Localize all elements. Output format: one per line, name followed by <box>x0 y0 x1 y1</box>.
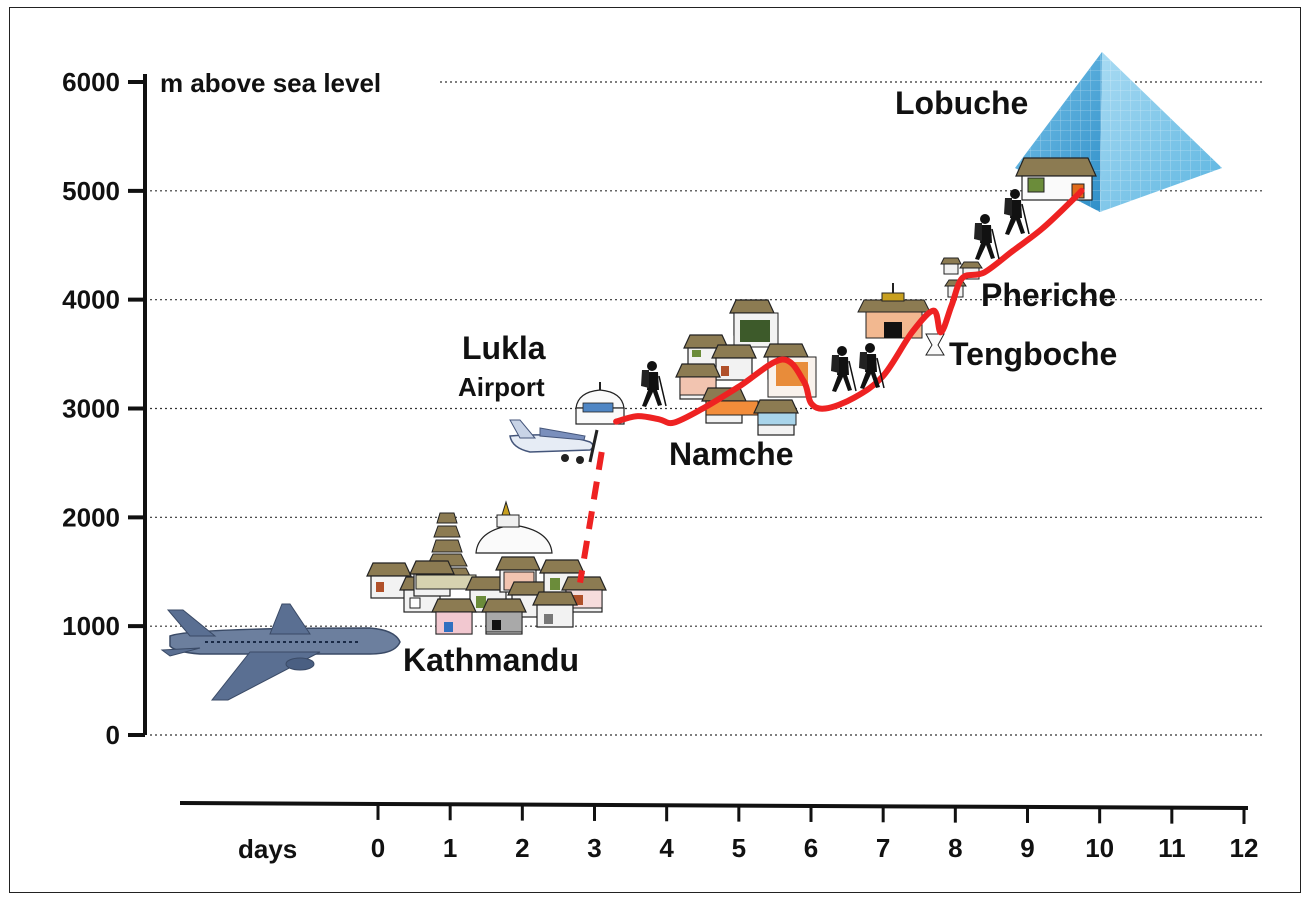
x-tick-label: 6 <box>804 833 818 863</box>
y-axis-label: m above sea level <box>160 68 381 98</box>
x-axis <box>179 801 1249 810</box>
x-tick-label: 7 <box>876 833 890 863</box>
label-airport: Airport <box>458 372 545 402</box>
trekker-icon <box>640 360 667 408</box>
label-tengboche: Tengboche <box>949 336 1117 372</box>
gridlines <box>150 81 1262 736</box>
x-tick-label: 2 <box>515 833 529 863</box>
trekker-icon <box>830 345 857 393</box>
x-tick-label: 0 <box>371 833 385 863</box>
kathmandu-city-icon <box>366 500 607 635</box>
figure-frame <box>9 7 1301 893</box>
trekker-icon <box>973 213 1000 261</box>
lukla-building-icon <box>575 382 625 425</box>
x-tick-label: 5 <box>732 833 746 863</box>
label-pheriche: Pheriche <box>981 277 1116 313</box>
y-tick-label: 2000 <box>62 502 120 532</box>
route-dashed-flight <box>577 451 605 584</box>
small-plane-icon <box>509 419 599 464</box>
y-tick-label: 0 <box>106 720 120 750</box>
x-tick-label: 11 <box>1158 833 1186 863</box>
x-ticks: 0 1 2 3 4 5 6 7 8 9 10 11 12 <box>371 803 1259 863</box>
y-tick-label: 4000 <box>62 285 120 315</box>
label-lukla: Lukla <box>462 330 546 366</box>
x-tick-label: 10 <box>1085 833 1114 863</box>
y-tick-label: 6000 <box>62 67 120 97</box>
x-tick-label: 3 <box>587 833 601 863</box>
x-tick-label: 9 <box>1020 833 1034 863</box>
label-kathmandu: Kathmandu <box>403 642 579 678</box>
y-tick-label: 3000 <box>62 394 120 424</box>
airplane-icon <box>160 603 401 701</box>
x-axis-label: days <box>238 834 297 864</box>
x-tick-label: 12 <box>1230 833 1259 863</box>
x-tick-label: 1 <box>443 833 457 863</box>
lobuche-lodge-icon <box>1015 157 1097 201</box>
y-tick-label: 1000 <box>62 611 120 641</box>
route-trek-line <box>613 187 1085 427</box>
x-tick-label: 4 <box>659 833 674 863</box>
x-tick-label: 8 <box>948 833 962 863</box>
label-namche: Namche <box>669 436 794 472</box>
y-ticks: 0 1000 2000 3000 4000 5000 6000 <box>62 67 145 750</box>
y-tick-label: 5000 <box>62 176 120 206</box>
label-lobuche: Lobuche <box>895 85 1028 121</box>
